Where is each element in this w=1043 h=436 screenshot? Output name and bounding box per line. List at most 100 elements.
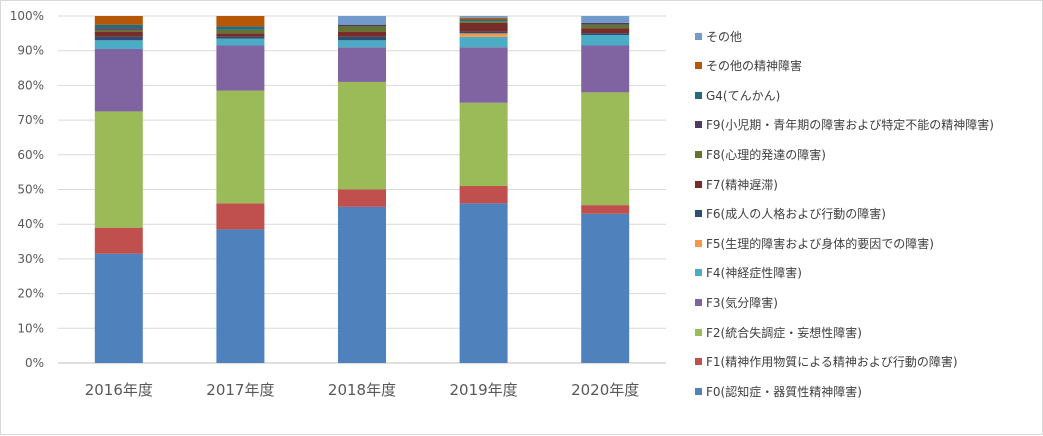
bar-segment — [459, 102, 508, 187]
legend-label: その他 — [706, 29, 743, 44]
bar-segment — [216, 203, 265, 230]
legend-label: F9(小児期・青年期の障害および特定不能の精神障害) — [706, 118, 994, 133]
legend-swatch — [695, 298, 702, 306]
bar-segment — [338, 24, 386, 27]
legend-item: F9(小児期・青年期の障害および特定不能の精神障害) — [695, 116, 994, 134]
bar-segment — [94, 111, 143, 228]
legend-label: F4(神経症性障害) — [706, 266, 802, 281]
bar-segment — [216, 229, 265, 363]
legend-item: F1(精神作用物質による精神および行動の障害) — [695, 353, 958, 371]
y-tick-label: 0% — [25, 356, 44, 370]
legend-swatch — [695, 328, 702, 336]
legend-label: F2(統合失調症・妄想性障害) — [706, 325, 862, 340]
legend-label: F3(気分障害) — [706, 295, 778, 310]
y-tick-label: 20% — [17, 287, 44, 301]
legend-item: その他 — [695, 27, 742, 45]
bar-segment — [459, 17, 508, 20]
legend-label: F5(生理的障害および身体的要因での障害) — [706, 236, 934, 251]
bar-segment — [338, 47, 386, 82]
bar-segment — [216, 33, 265, 37]
bar-segment — [94, 29, 143, 32]
bar-segment — [94, 48, 143, 112]
x-category-label: 2017年度 — [206, 381, 274, 399]
y-tick-label: 100% — [10, 9, 44, 23]
y-tick-label: 80% — [17, 78, 44, 92]
y-tick-label: 60% — [17, 148, 44, 162]
bar-segment — [581, 22, 630, 25]
legend-swatch — [695, 121, 702, 129]
legend-swatch — [695, 239, 702, 247]
bars — [94, 16, 630, 363]
x-category-label: 2019年度 — [450, 381, 518, 399]
legend-swatch — [695, 210, 702, 218]
legend-item: F2(統合失調症・妄想性障害) — [695, 323, 862, 341]
bar-segment — [581, 28, 630, 34]
legend-item: F3(気分障害) — [695, 293, 778, 311]
legend-item: F7(精神遅滞) — [695, 175, 778, 193]
legend-swatch — [695, 269, 702, 277]
legend-swatch — [695, 62, 702, 70]
legend-item: F0(認知症・器質性精神障害) — [695, 382, 862, 400]
legend-item: G4(てんかん) — [695, 86, 780, 104]
bar-segment — [216, 29, 265, 34]
y-tick-label: 30% — [17, 252, 44, 266]
legend-item: F8(心理的発達の障害) — [695, 145, 826, 163]
legend-item: F4(神経症性障害) — [695, 264, 802, 282]
bar-segment — [338, 40, 386, 48]
y-tick-label: 10% — [17, 321, 44, 335]
bar-segment — [459, 16, 508, 18]
legend-label: F8(心理的発達の障害) — [706, 147, 826, 162]
bar-segment — [94, 253, 143, 363]
x-category-label: 2018年度 — [328, 381, 396, 399]
bar-segment — [459, 47, 508, 103]
bar-segment — [459, 203, 508, 363]
bar-segment — [216, 90, 265, 204]
legend-item: F6(成人の人格および行動の障害) — [695, 205, 886, 223]
bar-segment — [216, 45, 265, 91]
bar-segment — [459, 19, 508, 22]
bar-segment — [459, 36, 508, 48]
x-axis-categories: 2016年度 2017年度 2018年度 2019年度 2020年度 — [85, 381, 640, 399]
bar-segment — [338, 189, 386, 207]
y-tick-label: 50% — [17, 183, 44, 197]
bar-segment — [581, 45, 630, 93]
legend-swatch — [695, 150, 702, 158]
legend-swatch — [695, 387, 702, 395]
legend-label: その他の精神障害 — [706, 59, 803, 74]
bar-segment — [581, 33, 630, 36]
y-axis-ticks: 0% 10% 20% 30% 40% 50% 60% 70% 80% 90% 100% — [10, 9, 44, 370]
bar-segment — [94, 28, 143, 30]
legend-swatch — [695, 32, 702, 40]
bar-segment — [216, 38, 265, 46]
bar-segment — [459, 21, 508, 23]
bar-segment — [581, 35, 630, 46]
bar-segment — [459, 31, 508, 34]
bar-segment — [94, 31, 143, 37]
bar-segment — [581, 213, 630, 363]
legend-item: F5(生理的障害および身体的要因での障害) — [695, 234, 934, 252]
bar-segment — [338, 36, 386, 41]
bar-segment — [459, 186, 508, 204]
y-tick-label: 90% — [17, 44, 44, 58]
bar-segment — [338, 26, 386, 32]
legend-label: F1(精神作用物質による精神および行動の障害) — [706, 355, 958, 370]
bar-segment — [459, 22, 508, 32]
bar-segment — [338, 206, 386, 363]
bar-segment — [338, 81, 386, 190]
legend-label: F7(精神遅滞) — [706, 177, 778, 192]
x-category-label: 2016年度 — [85, 381, 153, 399]
bar-segment — [581, 24, 630, 29]
legend-swatch — [695, 180, 702, 188]
bar-segment — [459, 33, 508, 37]
legend-item: その他の精神障害 — [695, 57, 802, 75]
legend-label: F0(認知症・器質性精神障害) — [706, 384, 862, 399]
bar-segment — [338, 16, 386, 25]
bar-segment — [216, 26, 265, 30]
bar-segment — [94, 16, 143, 25]
bar-segment — [581, 92, 630, 206]
legend-label: F6(成人の人格および行動の障害) — [706, 207, 886, 222]
legend-swatch — [695, 91, 702, 99]
y-tick-label: 70% — [17, 113, 44, 127]
